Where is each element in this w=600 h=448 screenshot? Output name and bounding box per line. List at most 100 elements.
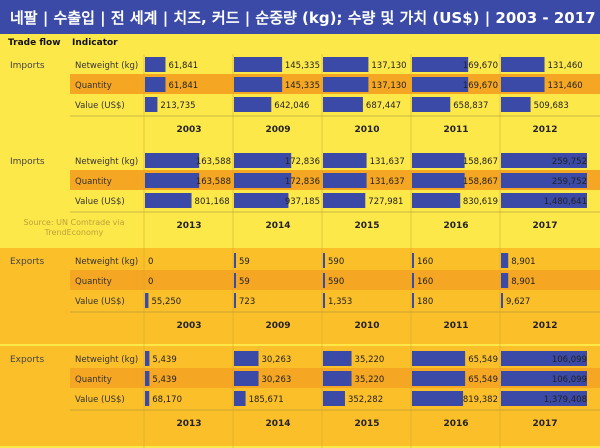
trade-flow-label: Exports [10, 257, 44, 267]
data-label: 61,841 [168, 61, 198, 71]
indicator-label: Quantity [75, 81, 112, 91]
data-bar [323, 253, 325, 268]
year-tick-label: 2012 [532, 125, 557, 135]
indicator-label: Value (US$) [75, 197, 125, 207]
data-label: 0 [148, 277, 153, 287]
data-label: 163,588 [196, 177, 231, 187]
data-bar [145, 293, 149, 308]
title-bar: 네팔 | 수출입 | 전 세계 | 치즈, 커드 | 순중량 (kg); 수량 … [0, 0, 600, 34]
source-note: Source: UN Comtrade via TrendEconomy [23, 218, 125, 237]
year-tick-label: 2014 [265, 419, 290, 429]
data-bar [145, 97, 158, 112]
year-tick-label: 2010 [354, 321, 379, 331]
header-trade-flow: Trade flow [8, 38, 61, 48]
data-bar [501, 153, 587, 168]
indicator-label: Netweight (kg) [75, 355, 138, 365]
indicator-label: Netweight (kg) [75, 257, 138, 267]
trade-flow-label: Imports [10, 61, 45, 71]
data-label: 8,901 [511, 257, 535, 267]
data-label: 5,439 [152, 355, 176, 365]
data-bar [145, 351, 150, 366]
data-bar [501, 391, 587, 406]
trade-flow-label: Exports [10, 355, 44, 365]
year-tick-label: 2010 [354, 125, 379, 135]
data-label: 5,439 [152, 375, 176, 385]
data-label: 185,671 [249, 395, 284, 405]
data-label: 723 [239, 297, 255, 307]
data-label: 61,841 [168, 81, 198, 91]
data-bar [412, 371, 466, 386]
data-label: 137,130 [371, 61, 406, 71]
indicator-label: Netweight (kg) [75, 61, 138, 71]
data-label: 658,837 [453, 101, 488, 111]
data-bar [234, 293, 236, 308]
indicator-label: Quantity [75, 375, 112, 385]
column-header-row: Trade flow Indicator [0, 38, 600, 52]
data-label: 1,353 [328, 297, 352, 307]
year-tick-label: 2012 [532, 321, 557, 331]
data-bar [234, 253, 236, 268]
data-label: 106,099 [552, 355, 587, 365]
data-label: 131,460 [548, 61, 583, 71]
data-label: 106,099 [552, 375, 587, 385]
data-label: 137,130 [371, 81, 406, 91]
quantity-band [70, 270, 600, 290]
indicator-label: Value (US$) [75, 297, 125, 307]
data-label: 9,627 [506, 297, 530, 307]
year-tick-label: 2013 [176, 419, 201, 429]
year-tick-label: 2009 [265, 321, 290, 331]
year-tick-label: 2011 [443, 321, 468, 331]
data-label: 65,549 [468, 375, 498, 385]
data-label: 830,619 [463, 197, 498, 207]
year-tick-label: 2011 [443, 125, 468, 135]
year-tick-label: 2016 [443, 221, 468, 231]
data-label: 160 [417, 277, 433, 287]
data-label: 30,263 [262, 355, 292, 365]
data-bar [501, 97, 531, 112]
data-bar [145, 193, 192, 208]
data-label: 158,867 [463, 177, 498, 187]
data-bar [412, 77, 469, 92]
data-bar [412, 153, 465, 168]
data-label: 801,168 [195, 197, 230, 207]
year-tick-label: 2017 [532, 221, 557, 231]
year-tick-label: 2015 [354, 419, 379, 429]
data-bar [412, 173, 465, 188]
data-bar [323, 293, 325, 308]
data-bar [145, 173, 200, 188]
data-bar [412, 273, 414, 288]
data-bar [145, 153, 200, 168]
year-tick-label: 2013 [176, 221, 201, 231]
data-bar [501, 253, 509, 268]
data-label: 0 [148, 257, 153, 267]
year-tick-label: 2003 [176, 321, 201, 331]
data-bar [234, 351, 259, 366]
data-bar [501, 57, 545, 72]
data-bar [323, 371, 352, 386]
data-label: 509,683 [534, 101, 569, 111]
data-bar [323, 351, 352, 366]
data-bar [412, 97, 451, 112]
data-bar [323, 173, 367, 188]
data-label: 30,263 [262, 375, 292, 385]
data-label: 59 [239, 277, 250, 287]
data-label: 158,867 [463, 157, 498, 167]
data-bar [234, 57, 283, 72]
indicator-label: Value (US$) [75, 395, 125, 405]
data-bar [234, 273, 236, 288]
data-label: 35,220 [355, 355, 385, 365]
data-label: 172,836 [285, 177, 320, 187]
data-label: 35,220 [355, 375, 385, 385]
data-label: 59 [239, 257, 250, 267]
data-bar [234, 391, 246, 406]
indicator-label: Netweight (kg) [75, 157, 138, 167]
data-bar [145, 391, 150, 406]
data-bar [234, 193, 289, 208]
data-bar [323, 153, 367, 168]
data-label: 169,670 [463, 81, 498, 91]
data-label: 55,250 [151, 297, 181, 307]
data-label: 65,549 [468, 355, 498, 365]
data-bar [323, 193, 366, 208]
data-bar [234, 173, 292, 188]
chart-title: 네팔 | 수출입 | 전 세계 | 치즈, 커드 | 순중량 (kg); 수량 … [10, 9, 596, 27]
